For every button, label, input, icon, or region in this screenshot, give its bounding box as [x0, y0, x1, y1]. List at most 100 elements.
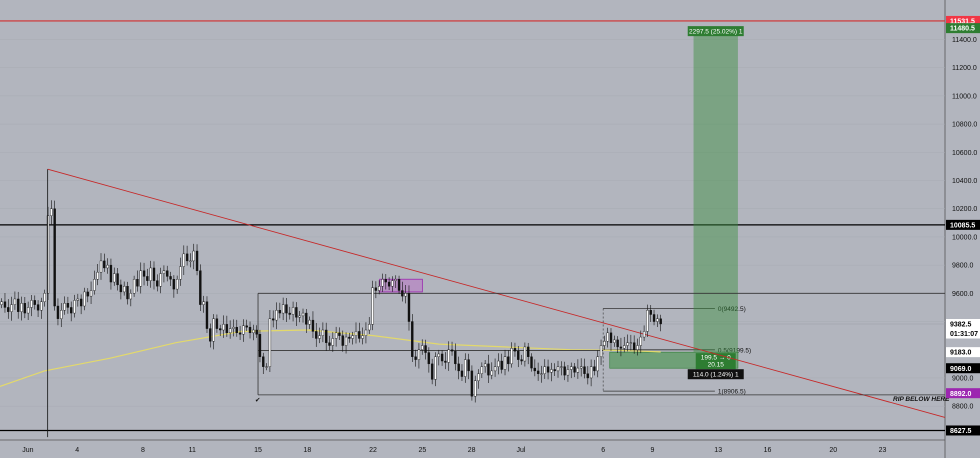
- candle-body: [258, 334, 262, 357]
- candle-body: [209, 328, 212, 342]
- candle-body: [265, 366, 268, 368]
- candle-body: [36, 304, 40, 311]
- price-label: 9183.0: [950, 350, 972, 357]
- fib-level-label: 1(8906.5): [718, 389, 746, 396]
- stop-label: 114.0 (1.24%) 1: [693, 372, 739, 379]
- candle-body: [3, 301, 7, 308]
- candle-body: [341, 335, 344, 346]
- candle-body: [576, 367, 580, 373]
- candle-body: [185, 253, 189, 262]
- candle-body: [152, 267, 156, 281]
- candle-body: [546, 366, 550, 373]
- candle-body: [573, 366, 576, 373]
- time-axis[interactable]: Jun 4 8 11 15 18 22 25 28 Jul 6 9 13 16 20 23: [22, 447, 886, 454]
- fib-level-label: 0.5(9199.5): [718, 347, 751, 354]
- price-label-box: [946, 388, 980, 399]
- candle-body: [344, 336, 348, 346]
- candle-body: [172, 279, 176, 290]
- candle-body: [467, 359, 470, 372]
- candles-layer: [0, 169, 662, 438]
- candle-body: [371, 287, 374, 325]
- candle-body: [603, 341, 606, 346]
- candle-body: [23, 303, 27, 314]
- price-label-box: [946, 219, 980, 230]
- candle-body: [507, 356, 510, 365]
- candle-body: [93, 279, 96, 291]
- candle-body: [298, 315, 301, 318]
- time-tick-label: 15: [254, 447, 262, 454]
- candle-body: [530, 356, 533, 369]
- rip-below-here-annotation: RIP BELOW HERE: [893, 396, 950, 403]
- candle-body: [414, 356, 417, 360]
- candle-body: [589, 366, 593, 379]
- supply-zone-box[interactable]: [379, 278, 423, 293]
- time-tick-label: 16: [764, 447, 772, 454]
- price-tick-label: 8800.0: [952, 404, 974, 411]
- candle-body: [394, 279, 397, 281]
- candle-body: [593, 366, 596, 372]
- candle-body: [199, 270, 202, 305]
- price-axis[interactable]: 11400.0 11200.0 11000.0 10800.0 10600.0 10400…: [946, 15, 980, 436]
- long-position-tool[interactable]: 2297.5 (25.02%) 1 199.5 → 020.15 114.0 (1.…: [609, 26, 744, 380]
- fib-retracement[interactable]: 0(9492.5) 0.5(9199.5) 1(8906.5): [602, 306, 751, 396]
- candle-body: [553, 369, 556, 372]
- candle-body: [477, 373, 480, 381]
- candle-body: [159, 273, 162, 287]
- candle-body: [89, 290, 93, 297]
- candle-body: [358, 331, 361, 339]
- candle-body: [26, 307, 30, 314]
- candle-body: [613, 339, 616, 343]
- candle-body: [222, 324, 225, 331]
- price-tick-label: 11200.0: [952, 65, 977, 72]
- time-tick-label: 22: [369, 447, 377, 454]
- target-label: 2297.5 (25.02%) 1: [689, 29, 743, 36]
- price-label: 8627.5: [950, 428, 972, 435]
- price-label-box: [946, 23, 980, 34]
- candle-body: [255, 329, 258, 335]
- candle-body: [305, 312, 308, 325]
- stop-label-box: [687, 369, 744, 380]
- candle-body: [295, 307, 298, 318]
- target-zone[interactable]: [693, 28, 738, 353]
- price-tick-label: 11400.0: [952, 37, 977, 44]
- candle-body: [474, 380, 477, 397]
- target-label-box: [687, 26, 744, 37]
- candle-body: [497, 360, 500, 367]
- candle-body: [113, 273, 116, 283]
- candle-body: [470, 370, 474, 397]
- candle-body: [205, 301, 209, 329]
- candle-body: [132, 279, 136, 294]
- candle-body: [351, 335, 354, 339]
- candle-body: [96, 271, 99, 280]
- candle-body: [384, 279, 387, 283]
- candle-body: [166, 270, 169, 277]
- candle-body: [387, 281, 391, 287]
- candle-body: [656, 318, 659, 322]
- candle-body: [437, 353, 440, 357]
- candle-body: [616, 339, 619, 348]
- candle-body: [318, 335, 321, 339]
- price-label-box: [946, 363, 980, 374]
- candle-body: [543, 366, 546, 374]
- candle-body: [235, 326, 238, 334]
- candle-body: [238, 332, 242, 335]
- candle-body: [417, 349, 421, 360]
- price-label: 11480.5: [950, 26, 975, 33]
- price-label-box: [946, 347, 980, 358]
- candle-body: [99, 260, 103, 273]
- candle-body: [252, 329, 255, 334]
- candle-body: [517, 350, 520, 360]
- candle-body: [268, 318, 272, 367]
- candle-body: [460, 370, 464, 377]
- candle-body: [40, 301, 43, 311]
- candle-body: [427, 352, 431, 365]
- candle-body: [126, 286, 129, 300]
- candle-body: [232, 326, 235, 329]
- candle-body: [487, 363, 490, 376]
- candle-body: [70, 307, 73, 314]
- candle-body: [33, 300, 36, 305]
- candle-body: [606, 332, 609, 342]
- candle-body: [0, 301, 3, 305]
